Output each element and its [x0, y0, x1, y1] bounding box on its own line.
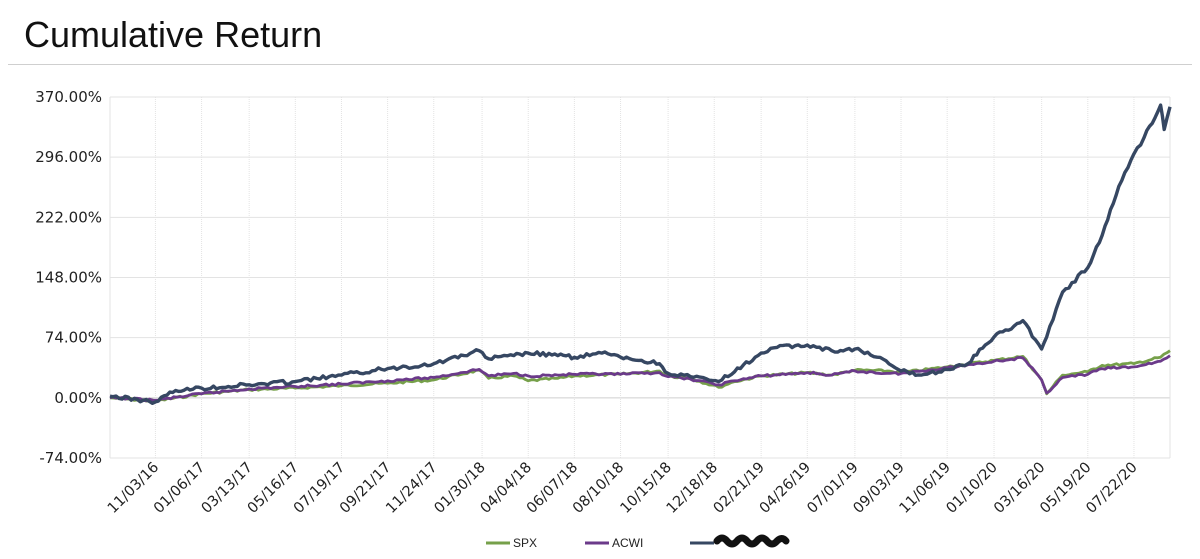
chart-title: Cumulative Return: [24, 14, 323, 55]
legend-item-acwi[interactable]: ACWI: [585, 536, 643, 550]
legend-item-portfolio[interactable]: [690, 534, 790, 548]
grid: [109, 96, 1171, 459]
legend-label-acwi: ACWI: [612, 536, 643, 550]
y-tick-label: 148.00%: [35, 269, 102, 287]
legend-label-spx: SPX: [513, 536, 537, 550]
legend-item-spx[interactable]: SPX: [486, 536, 537, 550]
y-tick-label: -74.00%: [39, 449, 102, 467]
x-tick-label: 04/26/19: [757, 460, 814, 517]
series-lines: [109, 103, 1172, 405]
x-tick-label: 08/10/18: [570, 460, 627, 517]
y-tick-label: 74.00%: [45, 329, 102, 347]
x-tick-label: 01/06/17: [151, 460, 208, 517]
x-axis-ticks: 11/03/1601/06/1703/13/1705/16/1707/19/17…: [105, 460, 1141, 517]
x-tick-label: 01/10/20: [944, 460, 1001, 517]
series-line-portfolio: [109, 103, 1172, 405]
y-tick-label: 296.00%: [35, 148, 102, 166]
legend[interactable]: SPX ACWI: [486, 534, 790, 550]
x-tick-label: 07/22/20: [1083, 460, 1140, 517]
x-tick-label: 11/24/17: [383, 460, 440, 517]
y-tick-label: 370.00%: [35, 88, 102, 106]
y-tick-label: 222.00%: [35, 208, 102, 226]
redacted-label-scribble: [713, 534, 790, 548]
series-line-acwi: [109, 354, 1171, 403]
y-tick-label: 0.00%: [54, 389, 102, 407]
title-divider: [8, 64, 1192, 65]
y-axis-ticks: -74.00% 0.00% 74.00% 148.00% 222.00% 296.00% 3…: [35, 88, 102, 467]
